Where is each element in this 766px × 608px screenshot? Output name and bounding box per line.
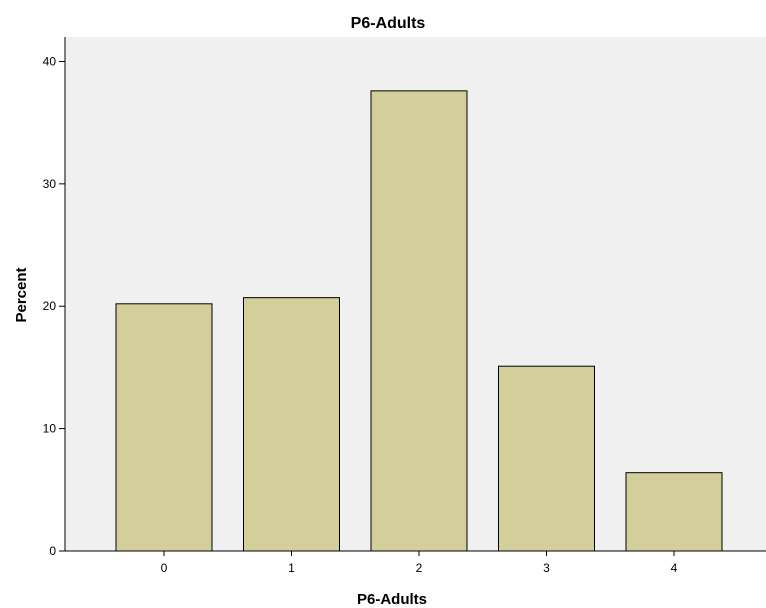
y-axis: 0 10 20 30 40 [43, 37, 66, 558]
bars-group [115, 90, 723, 552]
chart-title: P6-Adults [351, 15, 426, 32]
x-tick-label-1: 1 [288, 561, 295, 575]
x-tick-label-2: 2 [416, 561, 423, 575]
bar-1 [243, 297, 340, 552]
y-tick-label-40: 40 [43, 54, 57, 68]
x-axis-label: P6-Adults [357, 591, 427, 608]
x-axis: 0 1 2 3 4 [65, 550, 766, 575]
bar-2 [370, 90, 468, 552]
y-tick-label-30: 30 [43, 177, 57, 191]
x-tick-label-4: 4 [671, 561, 678, 575]
x-tick-label-3: 3 [543, 561, 550, 575]
y-axis-label: Percent [13, 267, 30, 322]
y-tick-label-10: 10 [43, 422, 57, 436]
bar-3 [498, 365, 595, 552]
bar-0 [115, 303, 213, 552]
x-tick-label-0: 0 [161, 561, 168, 575]
y-tick-label-0: 0 [49, 544, 56, 558]
y-tick-label-20: 20 [43, 299, 57, 313]
bar-4 [625, 472, 723, 552]
